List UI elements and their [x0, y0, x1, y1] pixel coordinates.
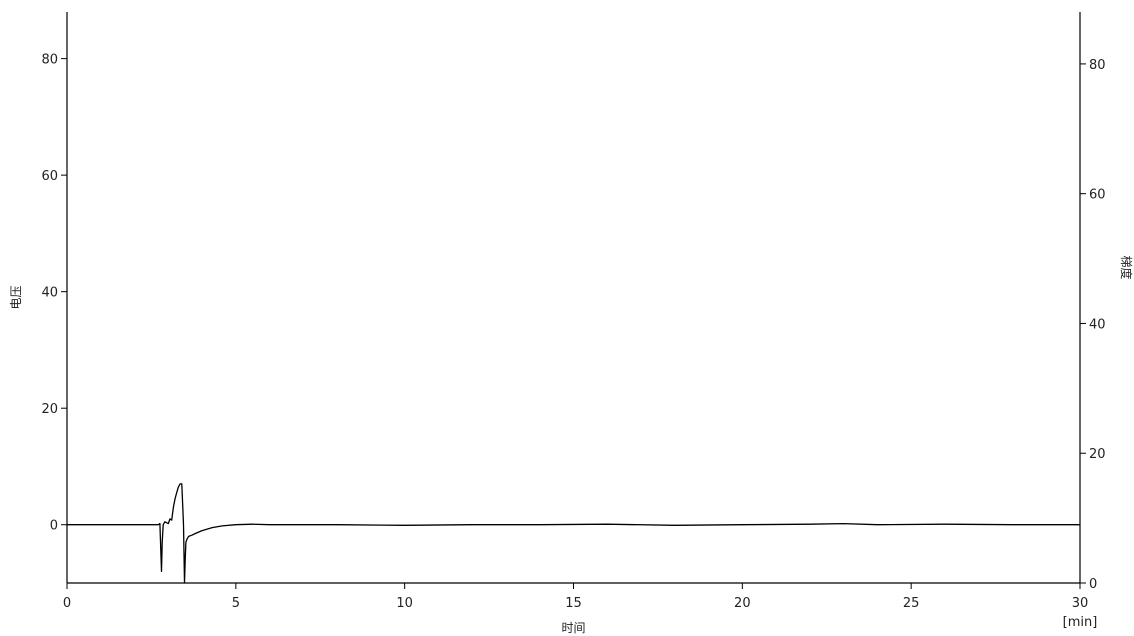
right-y-tick-label: 80 [1089, 58, 1106, 73]
left-y-tick-label: 0 [50, 519, 58, 534]
right-y-tick-label: 40 [1089, 317, 1106, 332]
x-tick-label: 5 [232, 596, 240, 611]
voltage-trace [67, 483, 1080, 584]
axes [66, 12, 1081, 584]
left-y-tick-label: 80 [41, 53, 58, 68]
x-tick-label: 20 [734, 596, 751, 611]
x-tick-label: 10 [396, 596, 413, 611]
x-axis-unit: [min] [1063, 615, 1098, 630]
right-y-tick-label: 0 [1089, 577, 1097, 592]
right-y-tick-label: 20 [1089, 447, 1106, 462]
right-y-axis-title: 梯度 [1119, 255, 1134, 279]
x-tick-label: 25 [903, 596, 920, 611]
right-y-tick-label: 60 [1089, 188, 1106, 203]
x-axis-title: 时间 [561, 621, 585, 635]
x-tick-label: 15 [565, 596, 582, 611]
x-tick-label: 0 [63, 596, 71, 611]
left-y-tick-label: 60 [41, 169, 58, 184]
left-y-tick-label: 20 [41, 402, 58, 417]
left-y-axis-title: 电压 [9, 285, 23, 309]
left-y-tick-label: 40 [41, 286, 58, 301]
x-tick-label: 30 [1072, 596, 1089, 611]
